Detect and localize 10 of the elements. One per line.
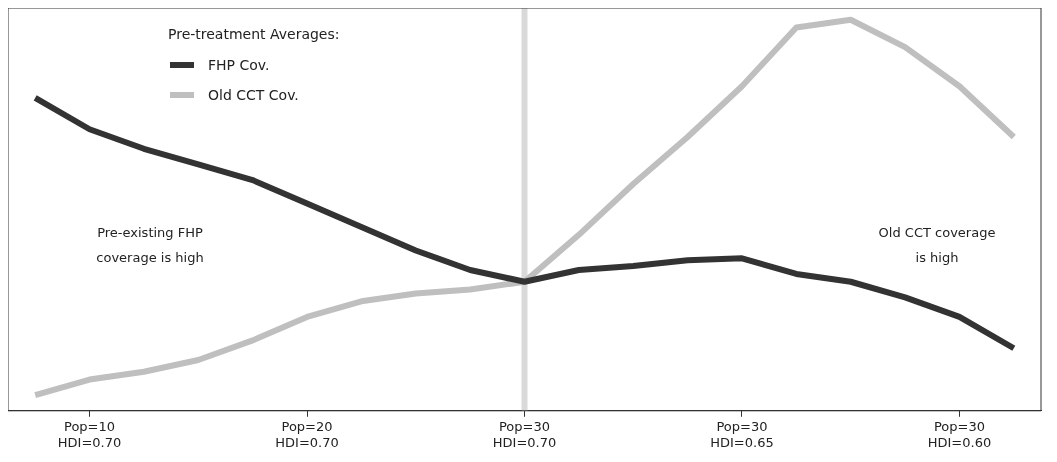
legend-label: FHP Cov. xyxy=(208,57,270,73)
x-tick-label: Pop=20 HDI=0.70 xyxy=(275,418,339,450)
annotation: Pre-existing FHP coverage is high xyxy=(95,224,205,267)
annotation: Old CCT coverage is high xyxy=(877,224,997,267)
x-tick-label: Pop=30 HDI=0.65 xyxy=(710,418,774,450)
x-tick-label: Pop=30 HDI=0.60 xyxy=(927,418,992,450)
x-tick-label: Pop=30 HDI=0.70 xyxy=(492,418,557,450)
legend-label: Old CCT Cov. xyxy=(208,87,299,103)
legend-title: Pre-treatment Averages: xyxy=(168,26,340,42)
x-tick-label: Pop=10 HDI=0.70 xyxy=(57,418,122,450)
